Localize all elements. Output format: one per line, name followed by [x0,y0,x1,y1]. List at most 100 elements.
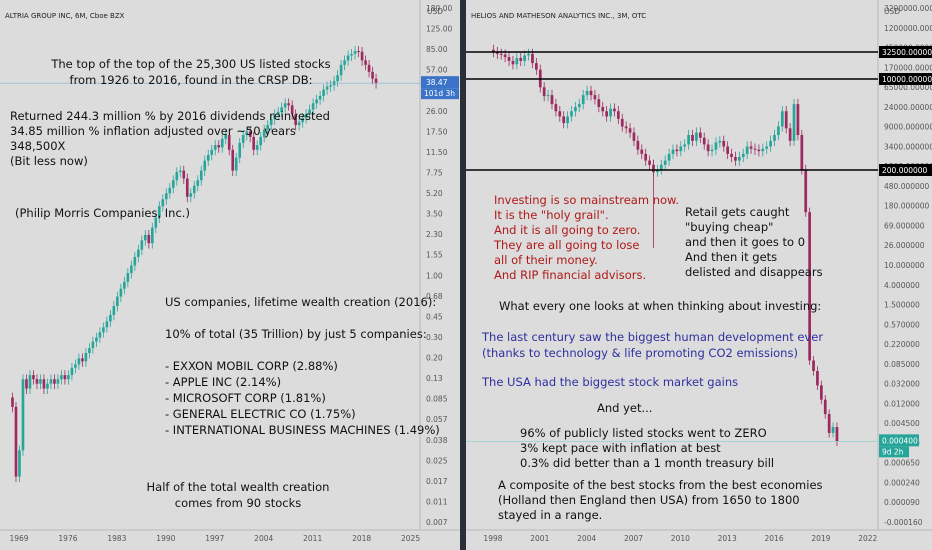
right-red-note-line: And RIP financial advisors. [494,268,646,282]
left-countdown-tag [421,88,459,100]
left-candle-body [49,379,53,384]
right-candle-body [613,108,616,112]
left-y-tick-label: 0.30 [426,333,443,342]
left-wealth-note-line: - GENERAL ELECTRIC CO (1.75%) [165,407,356,421]
right-candle-body [511,60,515,65]
right-candle-body [581,95,585,105]
right-price-scale[interactable] [878,0,932,550]
right-pane-title: HELIOS AND MATHESON ANALYTICS INC., 3M, … [471,12,646,20]
right-candle-body [632,132,636,141]
right-candle-body [683,144,687,147]
left-candle-body [325,86,329,90]
left-candle-body [144,234,147,241]
right-candle-body [753,148,757,150]
left-candle-body [178,170,182,173]
right-yet-note[interactable]: And yet... [597,401,652,415]
right-retail-note[interactable]: Retail gets caught "buying cheap" and then… [685,205,823,279]
left-y-tick-label: 0.007 [426,518,448,527]
right-candle-body [562,116,566,124]
left-candle-body [185,178,189,197]
left-half-note-line: comes from 90 stocks [175,496,302,510]
right-candle-body [823,399,827,415]
left-candle-body [238,142,242,158]
right-red-note[interactable]: Investing is so mainstream now. It is the… [493,193,679,282]
left-candle-body [119,288,123,297]
right-stats-note[interactable]: 96% of publicly listed stocks went to ZE… [520,426,774,470]
right-candle-body [827,414,831,433]
right-y-tick-label: 0.570000 [884,320,920,329]
right-candle-body [585,90,589,96]
left-x-tick-label: 2018 [352,534,371,543]
right-candle-body [773,135,776,141]
right-blue2-note-line: The USA had the biggest stock market gai… [481,375,738,389]
right-candle-body [550,95,554,105]
right-candle-body [702,137,706,145]
right-candle-body [804,170,808,213]
left-company-note[interactable]: (Philip Morris Companies, Inc.) [15,206,190,220]
right-x-tick-label: 2010 [671,534,690,543]
right-candle-body [574,107,577,112]
right-red-note-line: And it is all going to zero. [494,223,640,237]
left-x-tick-label: 1969 [9,534,28,543]
right-candle-body [616,111,620,119]
right-candle-body [698,132,702,138]
right-candle-body [534,63,538,70]
right-candle-body [784,111,788,129]
right-candle-body [609,108,612,117]
right-red-note-line: all of their money. [494,253,598,267]
left-wealth-note[interactable]: US companies, lifetime wealth creation (… [165,295,440,437]
left-returns-note-line: (Bit less now) [10,154,88,168]
right-candle-body [741,153,745,157]
right-blue-note[interactable]: The last century saw the biggest human d… [481,330,823,360]
pane-separator[interactable] [460,0,466,550]
right-candle-body [589,90,593,96]
left-candle-body [308,109,311,115]
left-pane-title: ALTRIA GROUP INC, 6M, Cboe BZX [5,12,125,20]
right-y-tick-label: 0.032000 [884,380,920,389]
right-candle-body [800,135,804,170]
right-y-tick-label: 65000.000000 [884,83,932,92]
right-retail-note-line: Retail gets caught [685,205,790,219]
left-candle-body [301,118,304,123]
right-candle-body [531,53,534,64]
left-candle-body [102,327,105,333]
right-candle-body [675,149,679,152]
left-candle-body [171,180,175,188]
left-header-note[interactable]: The top of the top of the 25,300 US list… [50,57,330,87]
left-wealth-note-line: - MICROSOFT CORP (1.81%) [165,391,326,405]
left-candle-body [224,135,228,139]
right-what-note[interactable]: What every one looks at when thinking ab… [499,299,821,313]
right-candle-body [648,160,651,165]
right-blue-note-line: The last century saw the biggest human d… [481,330,823,344]
left-half-note[interactable]: Half of the total wealth creation comes f… [147,480,330,510]
left-candle-body [266,125,269,130]
right-y-tick-label: 480.000000 [884,182,930,191]
right-x-tick-label: 2007 [624,534,643,543]
left-wealth-note-line: - EXXON MOBIL CORP (2.88%) [165,359,338,373]
left-candle-body [210,149,214,155]
left-candle-body [350,53,353,56]
right-candle-body [554,104,558,112]
left-y-tick-label: 0.057 [426,415,448,424]
left-x-tick-label: 1983 [107,534,126,543]
left-candle-body [217,145,221,148]
right-blue2-note[interactable]: The USA had the biggest stock market gai… [481,375,738,389]
right-composite-note[interactable]: A composite of the best stocks from the … [498,478,823,522]
left-candle-body [67,375,70,380]
left-candle-body [315,99,318,104]
right-level-tag [879,73,932,85]
left-x-tick-label: 2025 [401,534,420,543]
right-candle-body [737,156,741,161]
left-plot-area[interactable] [0,0,420,550]
right-candle-body [816,371,819,386]
left-candle-body [304,114,308,119]
right-candle-body [726,146,730,154]
right-candle-body [667,153,671,161]
left-returns-note[interactable]: Returned 244.3 million % by 2016 dividen… [10,109,330,168]
left-candle-body [213,145,217,150]
left-candle-body [297,122,301,126]
left-candle-body [192,185,196,194]
left-candle-body [77,358,81,365]
